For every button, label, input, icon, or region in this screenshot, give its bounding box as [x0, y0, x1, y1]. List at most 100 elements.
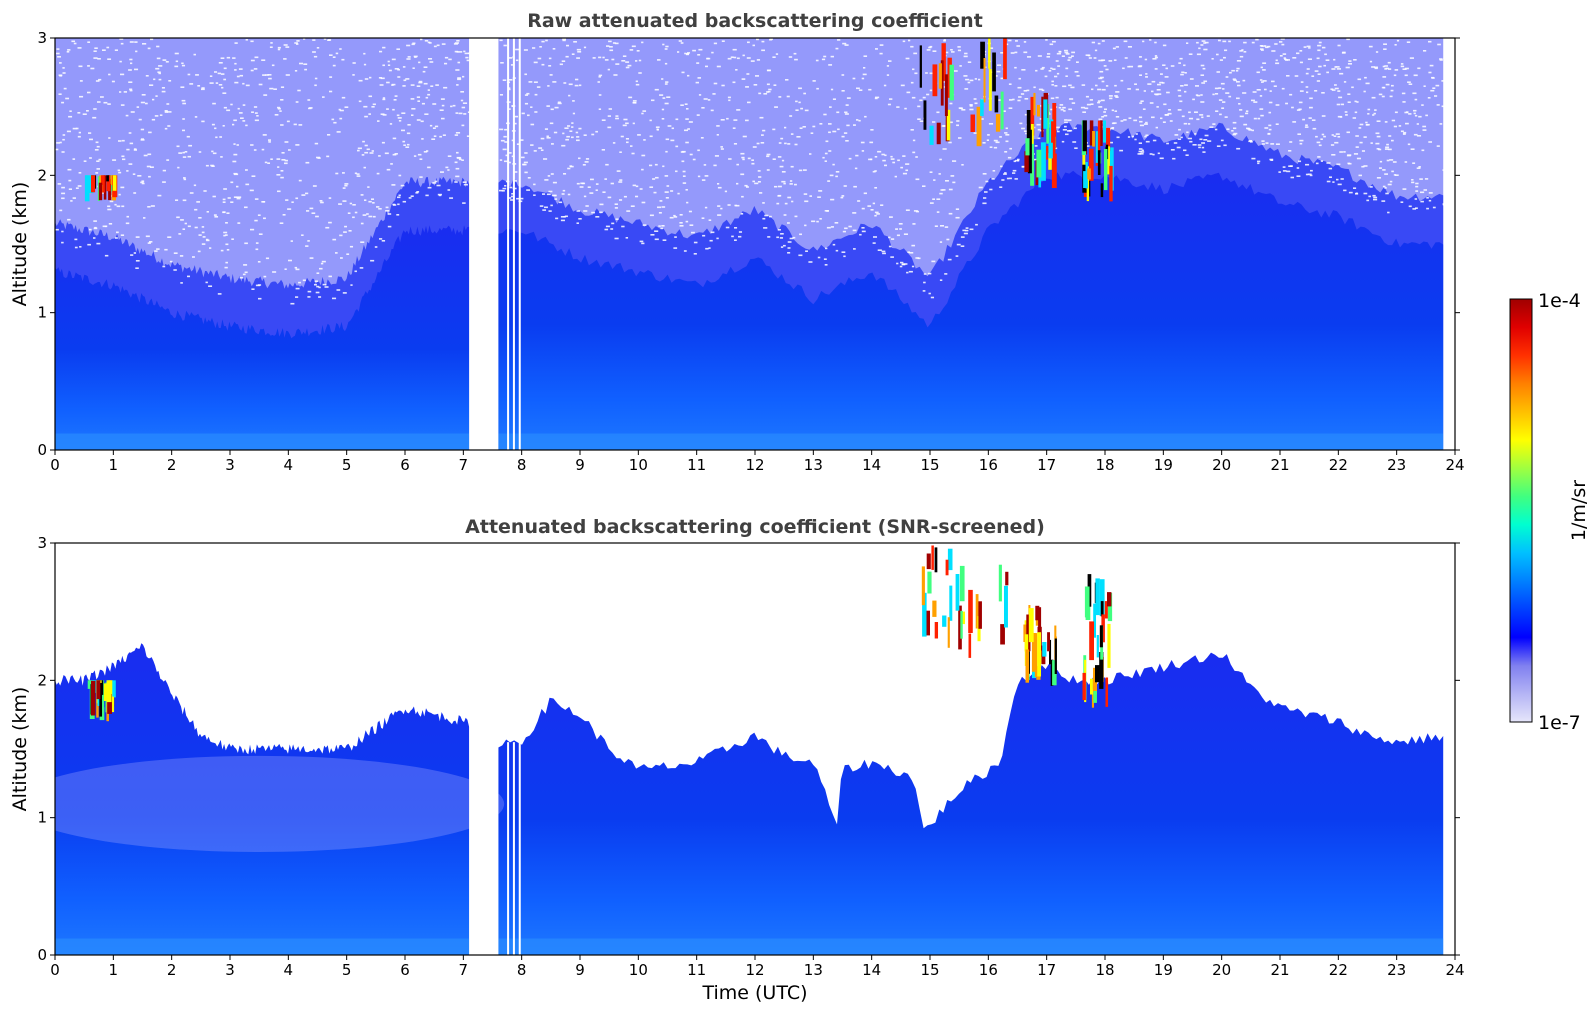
gap-stripe-3 [518, 742, 521, 955]
x-tick-label: 16 [979, 961, 998, 979]
colorbar-min-label: 1e-7 [1538, 712, 1581, 734]
x-tick-label: 18 [1095, 456, 1114, 474]
x-tick-label: 4 [284, 456, 294, 474]
gap-stripe-2 [512, 38, 515, 450]
x-tick-label: 5 [342, 456, 352, 474]
x-tick-label: 9 [575, 961, 585, 979]
x-tick-label: 0 [50, 961, 60, 979]
cloud-feature-2 [921, 545, 1009, 658]
x-tick-label: 5 [342, 961, 352, 979]
x-tick-label: 3 [225, 456, 235, 474]
x-tick-label: 1 [109, 961, 119, 979]
x-tick-label: 16 [979, 456, 998, 474]
panel-title: Raw attenuated backscattering coefficien… [527, 10, 983, 32]
y-tick-label: 1 [37, 809, 47, 827]
x-tick-label: 19 [1154, 961, 1173, 979]
data-gap [469, 543, 499, 955]
x-tick-label: 23 [1387, 456, 1406, 474]
panel-title: Attenuated backscattering coefficient (S… [465, 516, 1045, 538]
x-tick-label: 8 [517, 456, 527, 474]
x-axis: 0 1 2 3 4 5 6 7 8 9 10 11 12 13 14 15 16 17 18 19 20 21 22 23 24 [50, 955, 1465, 979]
cloud-feature-4 [1082, 574, 1113, 708]
x-tick-label: 4 [284, 961, 294, 979]
x-tick-label: 6 [400, 961, 410, 979]
panel-2: 0 1 2 3 4 5 6 7 8 9 10 11 12 13 14 15 16 17 18 19 20 21 22 23 24… [9, 516, 1465, 1004]
x-tick-label: 20 [1212, 456, 1231, 474]
x-tick-label: 18 [1095, 961, 1114, 979]
x-tick-label: 24 [1445, 961, 1464, 979]
cloud-feature-4 [1081, 120, 1114, 202]
x-tick-label: 12 [745, 961, 764, 979]
heatmap-area-1 [55, 38, 1455, 450]
y-tick-label: 0 [37, 946, 47, 964]
y-axis-label: Altitude (km) [9, 687, 31, 812]
x-tick-label: 11 [687, 961, 706, 979]
no-data-end [1443, 543, 1455, 955]
x-tick-label: 3 [225, 961, 235, 979]
gap-stripe-3 [518, 38, 521, 450]
surface-layer-1 [55, 938, 470, 955]
x-tick-label: 21 [1270, 961, 1289, 979]
screened-signal-region-2 [498, 652, 1444, 955]
x-tick-label: 20 [1212, 961, 1231, 979]
panel-1: 0 1 2 3 4 5 6 7 8 9 10 11 12 13 14 15 16 17 18 19 20 21 22 23 24… [9, 10, 1465, 474]
x-tick-label: 21 [1270, 456, 1289, 474]
y-tick-label: 2 [37, 166, 47, 184]
gap-stripe-2 [512, 742, 515, 955]
cloud-feature-1 [84, 175, 118, 202]
x-tick-label: 22 [1329, 456, 1348, 474]
x-tick-label: 24 [1445, 456, 1464, 474]
x-tick-label: 15 [920, 456, 939, 474]
x-tick-label: 22 [1329, 961, 1348, 979]
no-data-end [1443, 38, 1455, 450]
x-tick-label: 12 [745, 456, 764, 474]
heatmap-area-2 [55, 543, 1455, 955]
surface-layer-2 [498, 433, 1444, 450]
raw-mixed-layer-2 [498, 170, 1444, 450]
y-axis-label: Altitude (km) [9, 182, 31, 307]
colorbar-gradient [1509, 298, 1533, 723]
y-tick-label: 0 [37, 441, 47, 459]
x-tick-label: 17 [1037, 456, 1056, 474]
surface-layer-1 [55, 433, 470, 450]
y-tick-label: 3 [37, 534, 47, 552]
raw-noise-speckles [55, 38, 1447, 305]
x-tick-label: 10 [629, 961, 648, 979]
x-tick-label: 7 [459, 456, 469, 474]
y-tick-label: 1 [37, 304, 47, 322]
x-tick-label: 14 [862, 961, 881, 979]
cloud-feature-1 [87, 680, 116, 722]
screened-signal-region-1 [55, 643, 470, 955]
x-tick-label: 8 [517, 961, 527, 979]
y-axis: 0 1 2 3 [37, 29, 1460, 459]
surface-layer-2 [498, 938, 1444, 955]
data-gap [469, 38, 499, 450]
x-axis-label: Time (UTC) [701, 982, 807, 1004]
x-tick-label: 10 [629, 456, 648, 474]
cloud-feature-3 [1023, 605, 1057, 686]
x-tick-label: 15 [920, 961, 939, 979]
x-tick-label: 13 [804, 456, 823, 474]
y-axis: 0 1 2 3 [37, 534, 1460, 964]
x-tick-label: 2 [167, 456, 177, 474]
x-tick-label: 6 [400, 456, 410, 474]
gap-stripe-1 [507, 38, 510, 450]
x-tick-label: 2 [167, 961, 177, 979]
x-tick-label: 14 [862, 456, 881, 474]
x-tick-label: 19 [1154, 456, 1173, 474]
x-tick-label: 7 [459, 961, 469, 979]
cloud-feature-2 [919, 38, 1007, 147]
colorbar-max-label: 1e-4 [1538, 290, 1581, 312]
y-tick-label: 3 [37, 29, 47, 47]
y-tick-label: 2 [37, 671, 47, 689]
gap-stripe-1 [507, 742, 510, 955]
screened-aerosol-band [55, 755, 505, 852]
colorbar-units-label: 1/m/sr [1568, 480, 1590, 541]
x-tick-label: 0 [50, 456, 60, 474]
x-tick-label: 9 [575, 456, 585, 474]
x-axis: 0 1 2 3 4 5 6 7 8 9 10 11 12 13 14 15 16 17 18 19 20 21 22 23 24 [50, 450, 1465, 474]
cloud-feature-3 [1024, 92, 1057, 188]
x-tick-label: 23 [1387, 961, 1406, 979]
x-tick-label: 1 [109, 456, 119, 474]
